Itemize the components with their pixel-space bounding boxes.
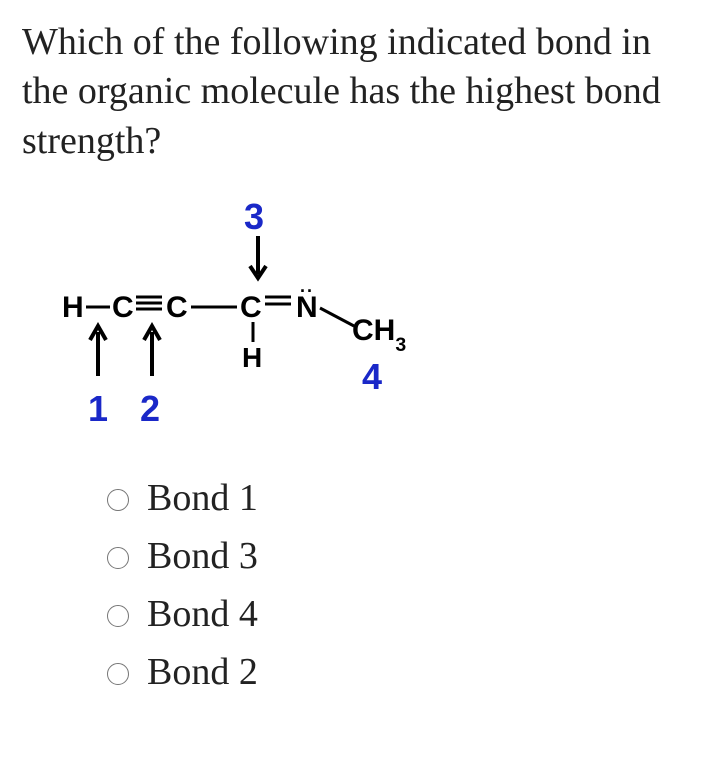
option-label-4: Bond 2: [147, 650, 258, 694]
option-row: Bond 3: [102, 534, 698, 578]
option-radio-2[interactable]: [107, 547, 129, 569]
option-radio-4[interactable]: [107, 663, 129, 685]
option-label-3: Bond 4: [147, 592, 258, 636]
bond-2-triple: [134, 289, 164, 323]
atom-c1: C: [112, 291, 134, 325]
atom-c2: C: [166, 291, 188, 325]
option-label-1: Bond 1: [147, 476, 258, 520]
bond-label-2: 2: [140, 388, 160, 430]
bond-1: [84, 289, 112, 323]
arrow-2: [142, 322, 162, 378]
option-radio-3[interactable]: [107, 605, 129, 627]
bond-double: [263, 289, 293, 316]
arrow-1: [88, 322, 108, 378]
bond-label-1: 1: [88, 388, 108, 430]
options-list: Bond 1 Bond 3 Bond 4 Bond 2: [102, 476, 698, 694]
bond-3: [189, 289, 239, 323]
option-radio-1[interactable]: [107, 489, 129, 511]
option-row: Bond 1: [102, 476, 698, 520]
arrow-3: [248, 236, 268, 286]
atom-h-below: H: [242, 342, 262, 374]
question-text: Which of the following indicated bond in…: [22, 18, 698, 166]
atom-ch3: CH3: [352, 314, 406, 353]
bond-label-4: 4: [362, 356, 382, 398]
option-row: Bond 4: [102, 592, 698, 636]
option-label-2: Bond 3: [147, 534, 258, 578]
atom-c3: C: [240, 291, 262, 325]
atom-h-left: H: [62, 291, 84, 325]
option-row: Bond 2: [102, 650, 698, 694]
bond-label-3: 3: [244, 196, 264, 238]
atom-n: N: [296, 291, 318, 325]
molecule-diagram: 3 H C C C: [52, 196, 492, 456]
